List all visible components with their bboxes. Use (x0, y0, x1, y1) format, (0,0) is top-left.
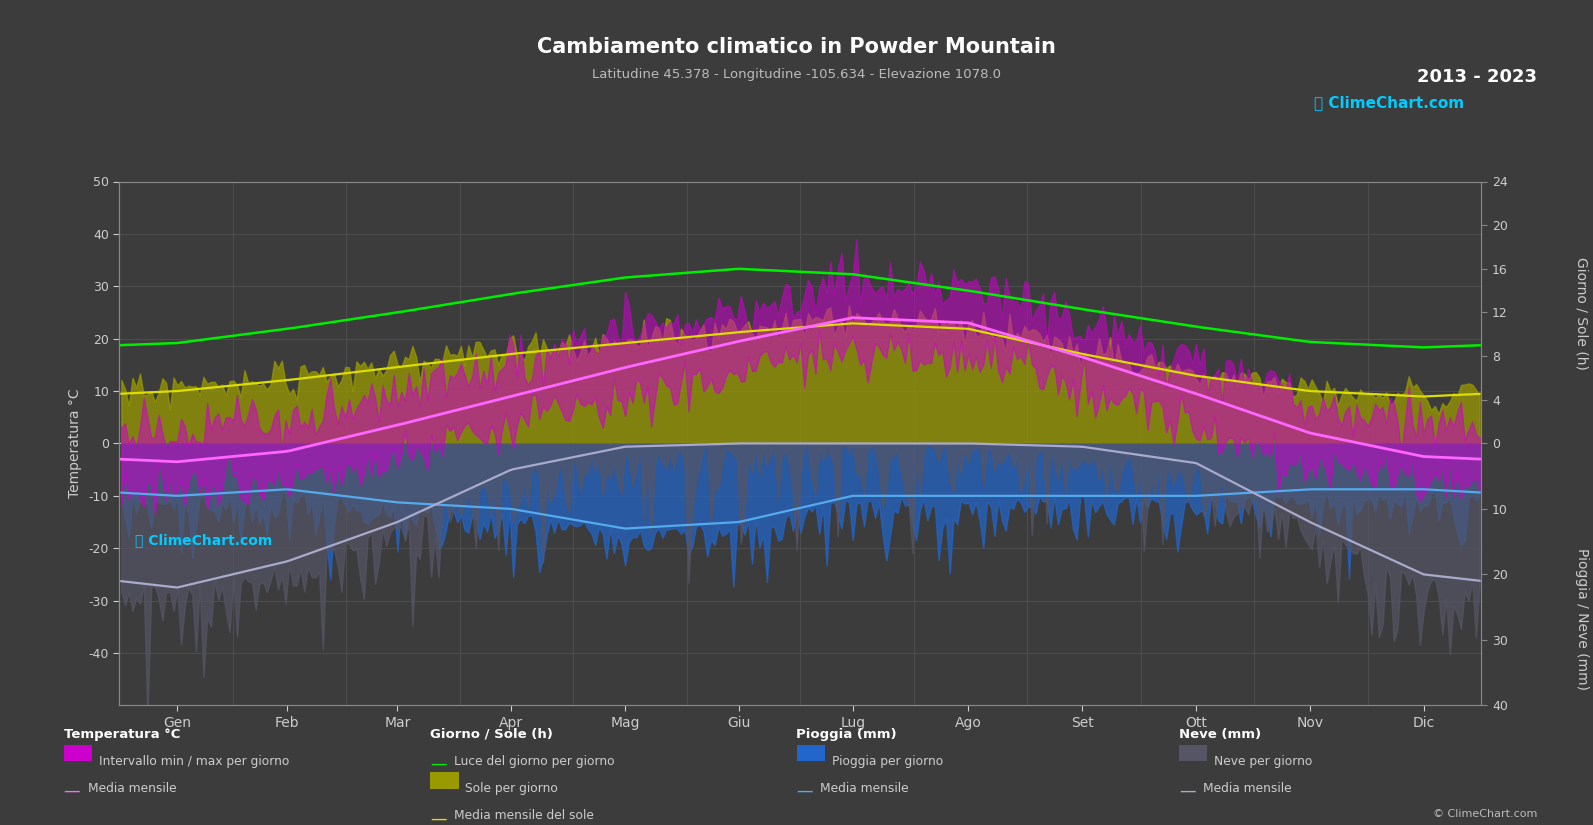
Text: —: — (64, 782, 80, 800)
Text: Latitudine 45.378 - Longitudine -105.634 - Elevazione 1078.0: Latitudine 45.378 - Longitudine -105.634… (593, 68, 1000, 81)
Text: —: — (1179, 782, 1195, 800)
Text: Luce del giorno per giorno: Luce del giorno per giorno (454, 755, 615, 768)
Text: Media mensile: Media mensile (820, 782, 910, 795)
Text: Pioggia (mm): Pioggia (mm) (796, 728, 897, 741)
Text: Neve per giorno: Neve per giorno (1214, 755, 1313, 768)
Text: Pioggia per giorno: Pioggia per giorno (832, 755, 943, 768)
Text: —: — (430, 809, 446, 825)
Text: Media mensile: Media mensile (88, 782, 177, 795)
Text: 🌍 ClimeChart.com: 🌍 ClimeChart.com (135, 534, 272, 547)
Y-axis label: Temperatura °C: Temperatura °C (68, 389, 81, 498)
Text: 🌍 ClimeChart.com: 🌍 ClimeChart.com (1314, 96, 1464, 111)
Text: Sole per giorno: Sole per giorno (465, 782, 558, 795)
Text: Media mensile del sole: Media mensile del sole (454, 809, 594, 823)
Text: Neve (mm): Neve (mm) (1179, 728, 1262, 741)
Text: © ClimeChart.com: © ClimeChart.com (1432, 809, 1537, 819)
Text: Intervallo min / max per giorno: Intervallo min / max per giorno (99, 755, 290, 768)
Text: Giorno / Sole (h): Giorno / Sole (h) (1575, 257, 1588, 370)
Text: Temperatura °C: Temperatura °C (64, 728, 180, 741)
Text: 2013 - 2023: 2013 - 2023 (1418, 68, 1537, 86)
Text: —: — (430, 755, 446, 773)
Text: Pioggia / Neve (mm): Pioggia / Neve (mm) (1575, 548, 1588, 690)
Text: Giorno / Sole (h): Giorno / Sole (h) (430, 728, 553, 741)
Text: Media mensile: Media mensile (1203, 782, 1292, 795)
Text: —: — (796, 782, 812, 800)
Text: Cambiamento climatico in Powder Mountain: Cambiamento climatico in Powder Mountain (537, 37, 1056, 57)
